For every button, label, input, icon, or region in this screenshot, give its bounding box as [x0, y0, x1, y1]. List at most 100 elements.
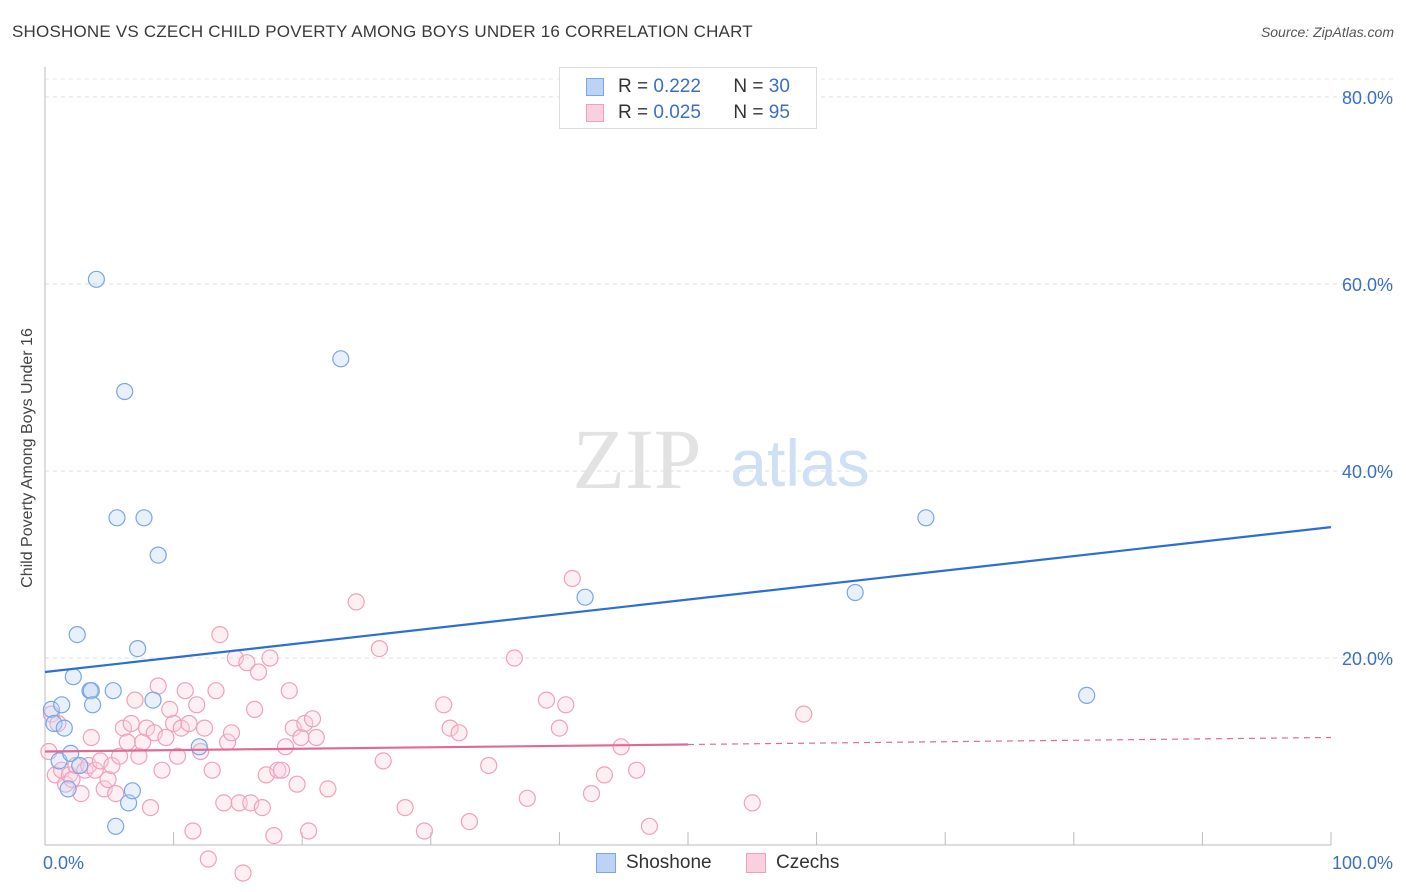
shoshone-point-9: [71, 756, 89, 775]
shoshone-point-16: [108, 509, 126, 527]
czechs-point-93: [743, 794, 761, 812]
czechs-r-label: R =: [618, 102, 649, 123]
shoshone-point-24: [190, 738, 208, 756]
czechs-point-87: [563, 569, 581, 588]
legend-row-shoshone: R = 0.222 N = 30: [586, 74, 790, 100]
czechs-point-19: [110, 747, 129, 765]
czechs-point-89: [595, 766, 614, 784]
czechs-point-7: [63, 770, 81, 789]
shoshone-point-22: [144, 691, 162, 709]
czechs-point-69: [303, 710, 322, 728]
bottom-legend-czechs: Czechs: [746, 852, 839, 874]
czechs-point-16: [99, 770, 117, 789]
czechs-point-56: [253, 798, 271, 817]
grid: [45, 78, 1393, 659]
shoshone-n-label: N =: [733, 76, 764, 97]
czechs-point-85: [550, 719, 569, 737]
czechs-point-80: [460, 812, 478, 831]
czechs-point-37: [180, 714, 198, 733]
czechs-trend-line-extension: [687, 736, 1332, 746]
czechs-point-9: [72, 784, 90, 803]
shoshone-point-12: [83, 696, 102, 714]
czechs-point-51: [234, 864, 252, 882]
shoshone-point-28: [917, 509, 935, 527]
shoshone-point-15: [107, 817, 125, 835]
shoshone-point-25: [332, 350, 350, 368]
watermark-atlas: atlas: [730, 426, 869, 500]
bottom-legend-shoshone: Shoshone: [596, 852, 712, 874]
czechs-point-86: [557, 696, 575, 714]
x-tick-label-0: 0.0%: [43, 853, 84, 873]
shoshone-point-23: [149, 546, 167, 564]
correlation-legend: R = 0.222 N = 30 R = 0.025 N = 95: [559, 67, 817, 129]
czechs-point-22: [122, 714, 140, 733]
shoshone-point-19: [123, 782, 141, 800]
source-label: Source: ZipAtlas.com: [1260, 24, 1394, 40]
czechs-point-71: [319, 780, 337, 798]
shoshone-point-13: [87, 270, 106, 288]
czechs-point-44: [207, 682, 225, 700]
czechs-point-74: [374, 752, 392, 770]
legend-row-czechs: R = 0.025 N = 95: [586, 100, 790, 126]
czechs-point-27: [141, 798, 160, 817]
czechs-point-75: [396, 798, 414, 817]
x-tick-label-100: 100.0%: [1332, 853, 1393, 873]
czechs-point-81: [480, 756, 498, 775]
czechs-point-63: [280, 682, 298, 700]
czechs-point-77: [435, 696, 453, 714]
czechs-point-48: [222, 724, 241, 742]
czechs-trend-line: [44, 743, 689, 753]
czechs-point-23: [126, 691, 144, 709]
czechs-point-46: [215, 794, 233, 812]
shoshone-r-value: 0.222: [653, 76, 701, 97]
czechs-point-88: [582, 784, 601, 803]
czechs-point-83: [518, 789, 536, 807]
watermark-zip: ZIP: [573, 411, 702, 507]
czechs-point-70: [307, 728, 325, 747]
shoshone-point-1: [45, 714, 63, 733]
chart-title: SHOSHONE VS CZECH CHILD POVERTY AMONG BO…: [12, 22, 753, 41]
shoshone-legend-swatch: [596, 853, 616, 873]
czechs-point-41: [195, 719, 214, 737]
czechs-point-76: [415, 822, 433, 840]
tick-labels: 20.0% 40.0% 60.0% 80.0% 0.0% 100.0%: [43, 88, 1393, 873]
czechs-point-59: [265, 826, 283, 845]
czechs-point-54: [246, 700, 264, 719]
y-tick-label-40: 40.0%: [1342, 462, 1393, 482]
shoshone-point-6: [62, 744, 80, 763]
czechs-swatch: [586, 104, 604, 122]
czechs-point-73: [370, 639, 388, 658]
shoshone-point-17: [116, 382, 134, 401]
shoshone-point-26: [576, 588, 594, 606]
czechs-n-label: N =: [733, 102, 764, 123]
czechs-point-90: [612, 738, 630, 756]
czechs-point-36: [176, 682, 194, 700]
watermark: ZIP atlas: [573, 411, 870, 507]
czechs-point-45: [211, 625, 229, 644]
shoshone-point-5: [59, 780, 77, 798]
czechs-point-58: [261, 649, 279, 667]
czechs-point-78: [441, 719, 459, 737]
shoshone-swatch: [586, 78, 604, 96]
czechs-point-68: [300, 822, 318, 840]
shoshone-point-27: [846, 583, 864, 602]
shoshone-point-4: [55, 719, 73, 737]
czechs-point-31: [157, 728, 175, 747]
shoshone-point-3: [53, 696, 71, 714]
shoshone-point-11: [82, 682, 100, 700]
czechs-point-94: [795, 705, 813, 723]
czechs-points: [40, 569, 813, 882]
shoshone-point-29: [1078, 686, 1096, 705]
shoshone-point-7: [64, 668, 82, 686]
czechs-point-92: [640, 817, 659, 835]
czechs-point-12: [82, 728, 100, 747]
czechs-point-24: [130, 747, 148, 765]
czechs-point-52: [238, 654, 256, 672]
shoshone-legend-label: Shoshone: [626, 852, 712, 873]
czechs-point-72: [347, 593, 365, 611]
czechs-r-value: 0.025: [653, 102, 701, 123]
czechs-point-18: [107, 784, 125, 803]
czechs-point-79: [450, 724, 468, 742]
czechs-point-38: [184, 822, 202, 840]
